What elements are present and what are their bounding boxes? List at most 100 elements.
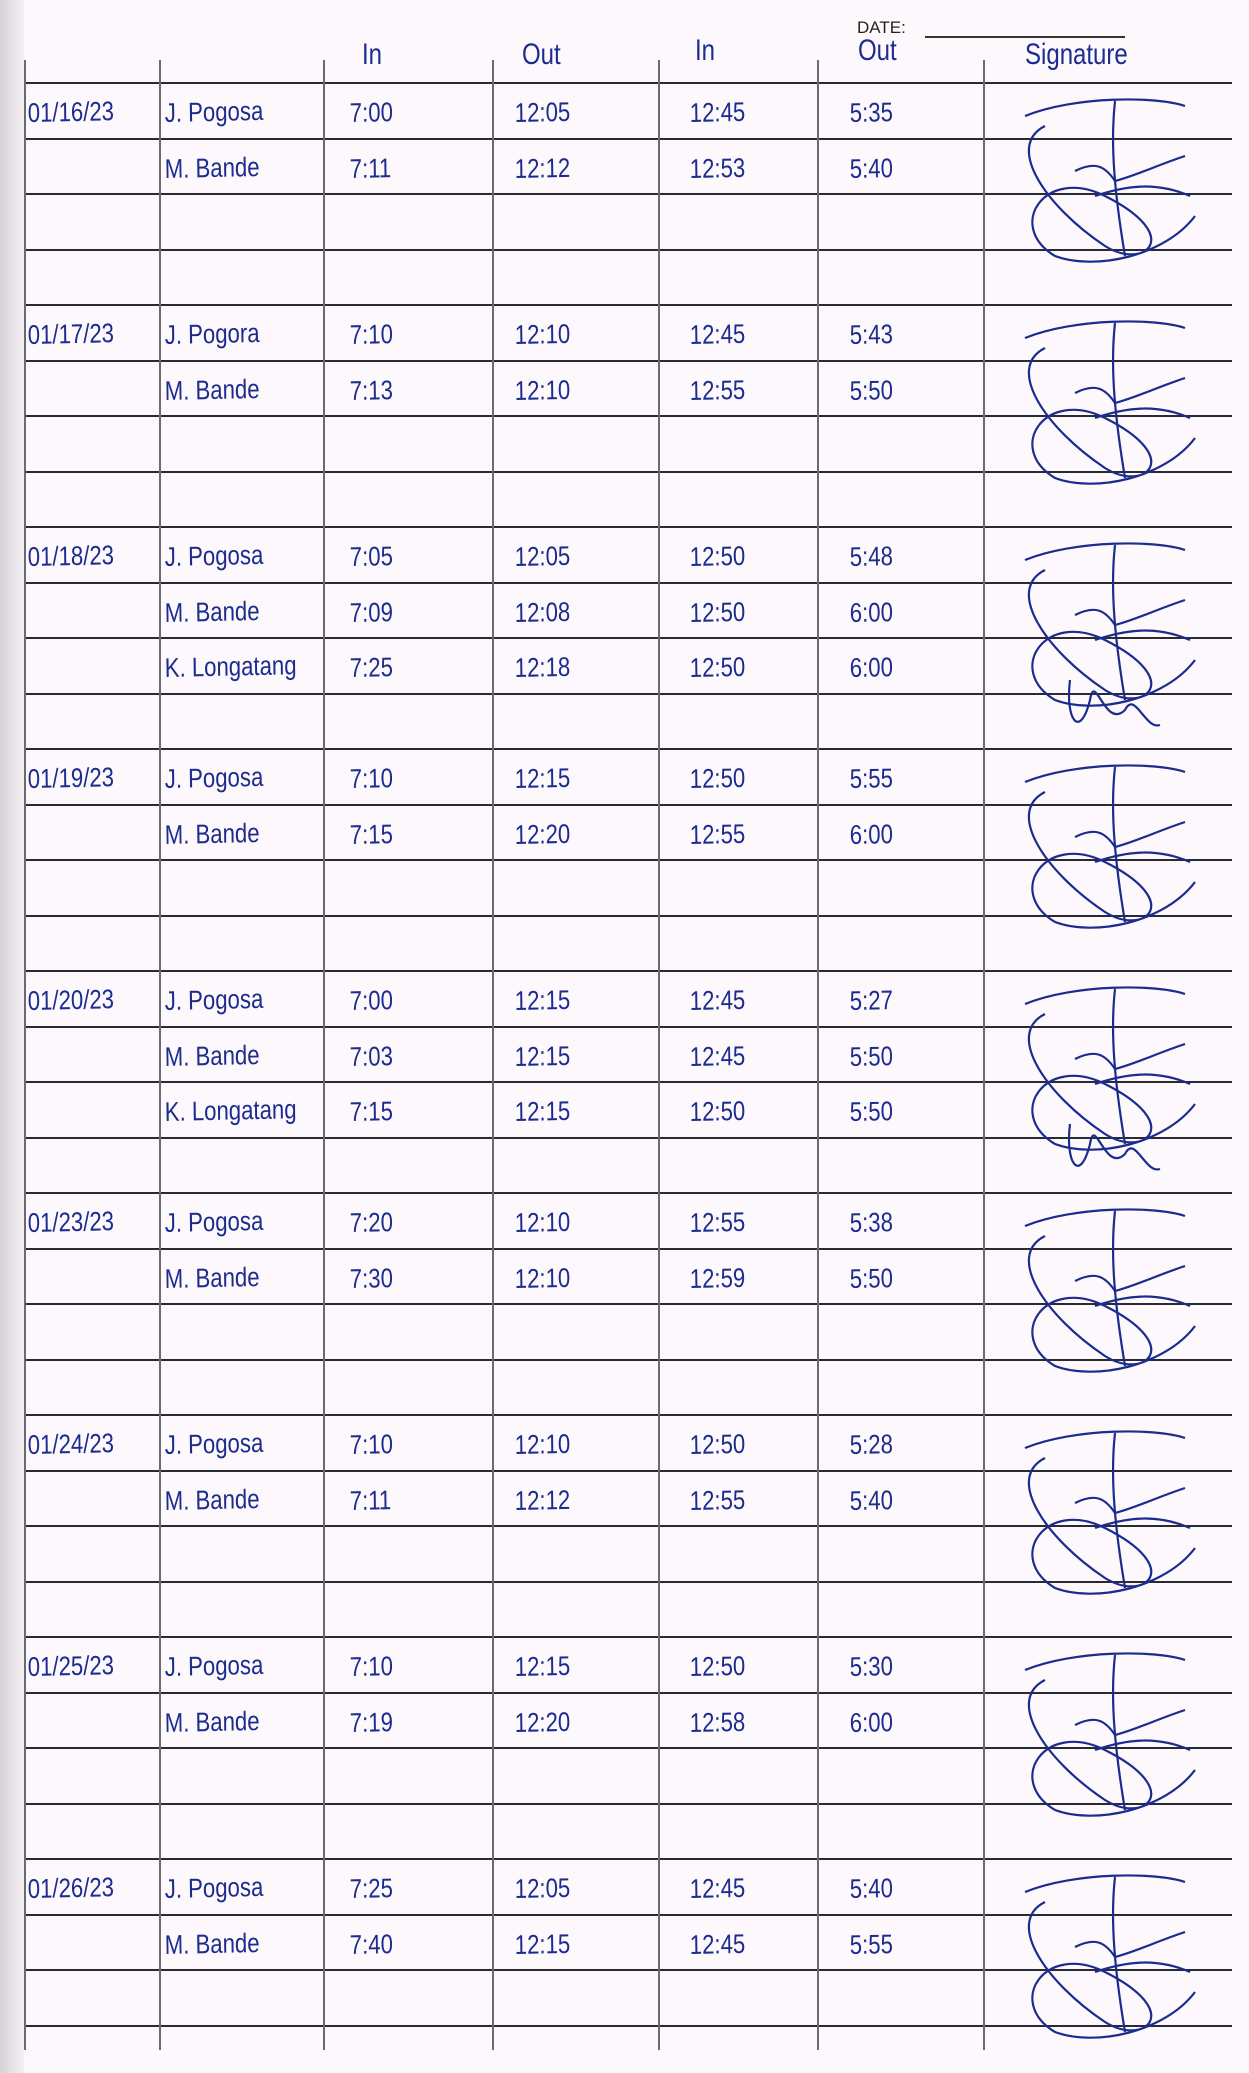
time-am-in: 7:25 [349,652,394,683]
time-pm-in: 12:55 [689,818,746,850]
signature-scribble [1024,764,1196,929]
employee-name: M. Bande [164,1927,260,1960]
time-am-out: 12:15 [514,1928,571,1960]
signature-scribble [1024,986,1196,1171]
signature-scribble [1024,1652,1196,1817]
time-am-out: 12:05 [514,540,571,572]
ruled-line [24,304,1232,306]
signature-scribble [1024,320,1196,485]
employee-name: K. Longatang [164,650,297,683]
time-am-out: 12:12 [514,152,571,184]
time-pm-out: 5:40 [849,1484,894,1516]
ruled-line [24,137,1232,140]
ruled-line [24,470,1232,473]
time-pm-out: 6:00 [849,596,894,628]
time-am-in: 7:10 [349,1651,394,1682]
time-am-in: 7:13 [349,374,394,406]
ruled-line [24,1081,1232,1083]
ruled-line [24,1747,1232,1749]
ruled-line [24,359,1232,362]
time-am-out: 12:20 [514,818,571,850]
ruled-line [24,1414,1232,1416]
entry-date: 01/23/23 [27,1206,115,1238]
header-pm-out: Out [858,34,897,67]
ruled-line [24,415,1232,417]
employee-name: M. Bande [164,817,260,850]
ruled-line [24,526,1232,528]
signature-scribble [1024,1208,1196,1373]
time-pm-in: 12:59 [689,1262,746,1294]
column-line [24,60,26,2050]
entry-date: 01/24/23 [27,1428,115,1460]
time-pm-out: 5:55 [849,1928,894,1960]
time-pm-in: 12:50 [689,596,746,628]
ruled-line [24,1469,1232,1472]
time-pm-out: 5:50 [849,1262,894,1294]
time-pm-out: 6:00 [849,1706,894,1738]
time-pm-in: 12:55 [689,1206,746,1238]
time-am-out: 12:08 [514,596,571,628]
time-pm-in: 12:50 [689,1095,746,1127]
column-line [983,60,985,2050]
date-field-line [925,36,1125,38]
time-pm-in: 12:45 [689,1928,746,1960]
time-pm-in: 12:50 [689,540,746,572]
ruled-line [24,1136,1232,1139]
employee-name: M. Bande [164,1483,260,1516]
ruled-line [24,1691,1232,1694]
employee-name: J. Pogosa [164,1871,264,1904]
entry-date: 01/25/23 [27,1650,115,1682]
ruled-line [24,1247,1232,1250]
ruled-line [24,248,1232,251]
employee-name: M. Bande [164,151,260,184]
signature-scribble [1024,1874,1196,2039]
time-am-in: 7:00 [349,97,394,128]
employee-name: M. Bande [164,1705,260,1738]
column-line [159,60,161,2050]
ruled-line [24,1358,1232,1361]
time-am-in: 7:10 [349,763,394,794]
time-pm-in: 12:45 [689,318,746,350]
ruled-line [24,1969,1232,1971]
time-pm-out: 5:28 [849,1429,894,1460]
time-am-out: 12:15 [514,762,571,794]
ruled-line [24,970,1232,972]
entry-date: 01/20/23 [27,984,115,1016]
time-am-in: 7:10 [349,1429,394,1460]
time-pm-in: 12:55 [689,1484,746,1516]
ruled-line [24,1303,1232,1305]
time-pm-in: 12:53 [689,152,746,184]
time-am-out: 12:15 [514,1650,571,1682]
date-label: DATE: [857,18,906,37]
entry-date: 01/19/23 [27,762,115,794]
time-pm-in: 12:45 [689,1872,746,1904]
employee-name: J. Pogosa [164,1427,264,1460]
header-am-out: Out [522,38,561,71]
time-am-out: 12:20 [514,1706,571,1738]
ruled-line [24,1913,1232,1916]
time-pm-out: 5:27 [849,985,894,1016]
employee-name: M. Bande [164,1261,260,1294]
time-pm-out: 5:30 [849,1651,894,1682]
signature-scribble [1024,98,1196,263]
time-pm-out: 5:35 [849,97,894,128]
time-pm-in: 12:50 [689,1428,746,1460]
time-am-in: 7:11 [349,1484,392,1516]
time-am-in: 7:11 [349,152,392,184]
ruled-line [24,859,1232,861]
entry-date: 01/16/23 [27,96,115,128]
ruled-line [24,748,1232,750]
ruled-line [24,692,1232,695]
column-line [658,60,660,2050]
employee-name: J. Pogosa [164,983,264,1016]
time-pm-out: 6:00 [849,652,894,683]
time-pm-out: 5:43 [849,319,894,350]
ruled-line [24,581,1232,584]
time-pm-in: 12:55 [689,374,746,406]
column-line [323,60,325,2050]
time-am-out: 12:10 [514,1428,571,1460]
time-am-in: 7:03 [349,1040,394,1072]
header-pm-in: In [695,34,716,67]
time-am-out: 12:10 [514,1262,571,1294]
time-am-out: 12:15 [514,984,571,1016]
